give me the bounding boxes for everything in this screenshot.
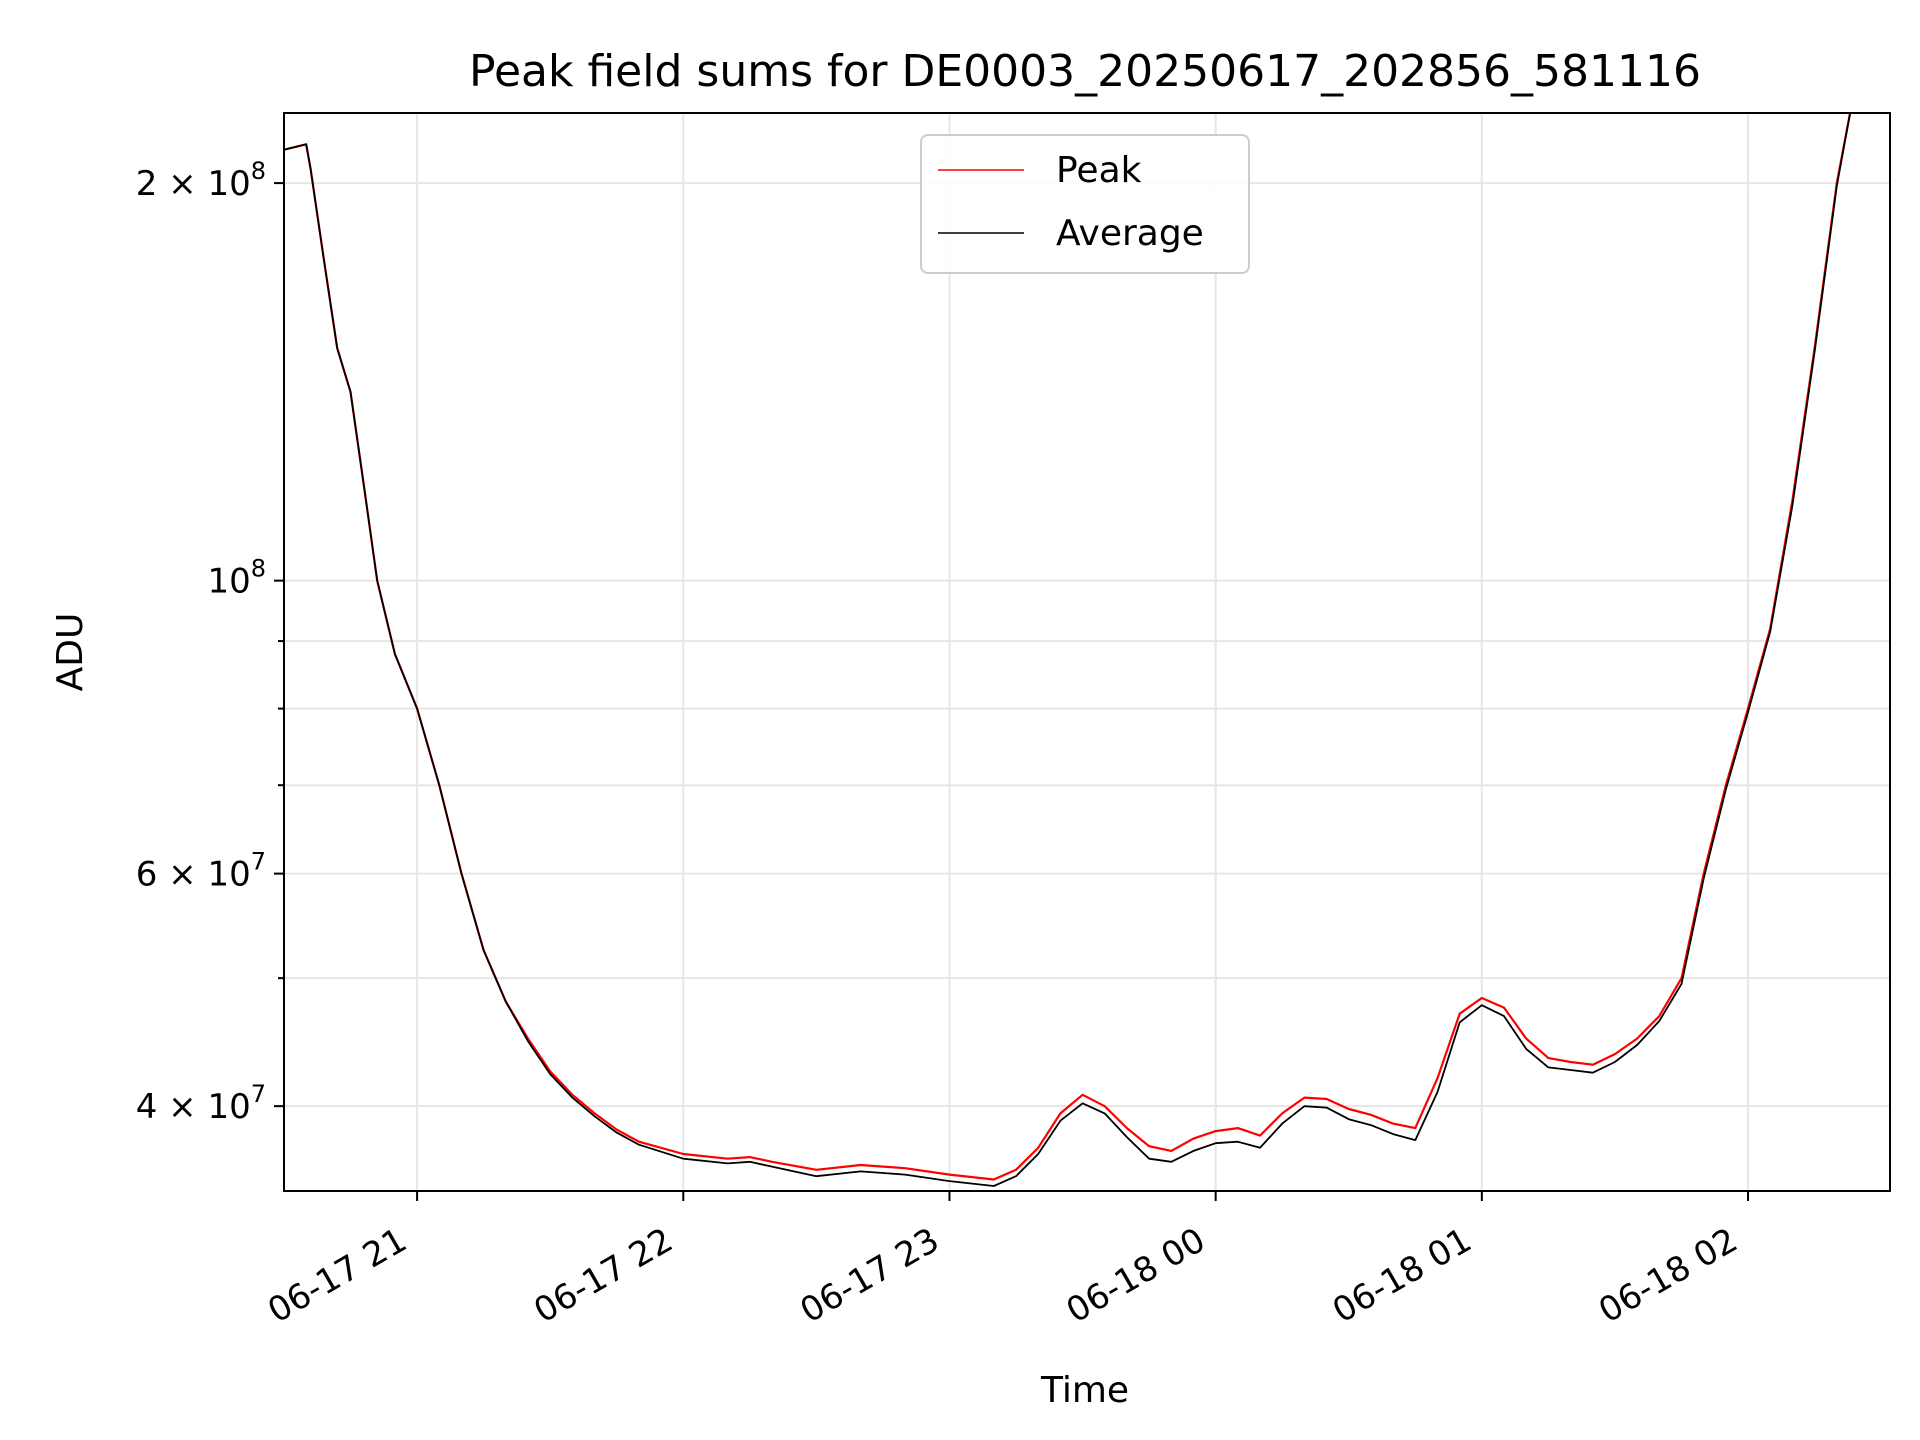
plot-area [284, 113, 1852, 1187]
series-line-average [284, 113, 1851, 1187]
y-tick-exponent: 7 [251, 1080, 266, 1108]
y-tick-mantissa: 6 × 10 [136, 855, 251, 895]
x-axis-label: Time [1040, 1370, 1129, 1411]
plot-frame [283, 112, 1891, 1192]
y-tick-label: 2 × 108 [136, 157, 266, 204]
y-tick-exponent: 8 [251, 157, 266, 185]
legend-label-average: Average [1056, 213, 1204, 254]
y-tick-label: 108 [207, 555, 266, 602]
y-tick-exponent: 7 [251, 848, 266, 876]
y-tick-mantissa: 10 [207, 562, 250, 602]
y-tick-mantissa: 4 × 10 [136, 1087, 251, 1127]
y-tick-exponent: 8 [251, 555, 266, 583]
y-axis-label: ADU [50, 613, 91, 692]
y-tick-mantissa: 2 × 10 [136, 164, 251, 204]
y-tick-label: 6 × 107 [136, 848, 266, 895]
legend: Peak Average [920, 134, 1250, 274]
y-tick-label: 4 × 107 [136, 1080, 266, 1127]
chart-title: Peak field sums for DE0003_20250617_2028… [469, 46, 1701, 97]
legend-label-peak: Peak [1056, 150, 1142, 191]
series-layer [284, 113, 1852, 1187]
